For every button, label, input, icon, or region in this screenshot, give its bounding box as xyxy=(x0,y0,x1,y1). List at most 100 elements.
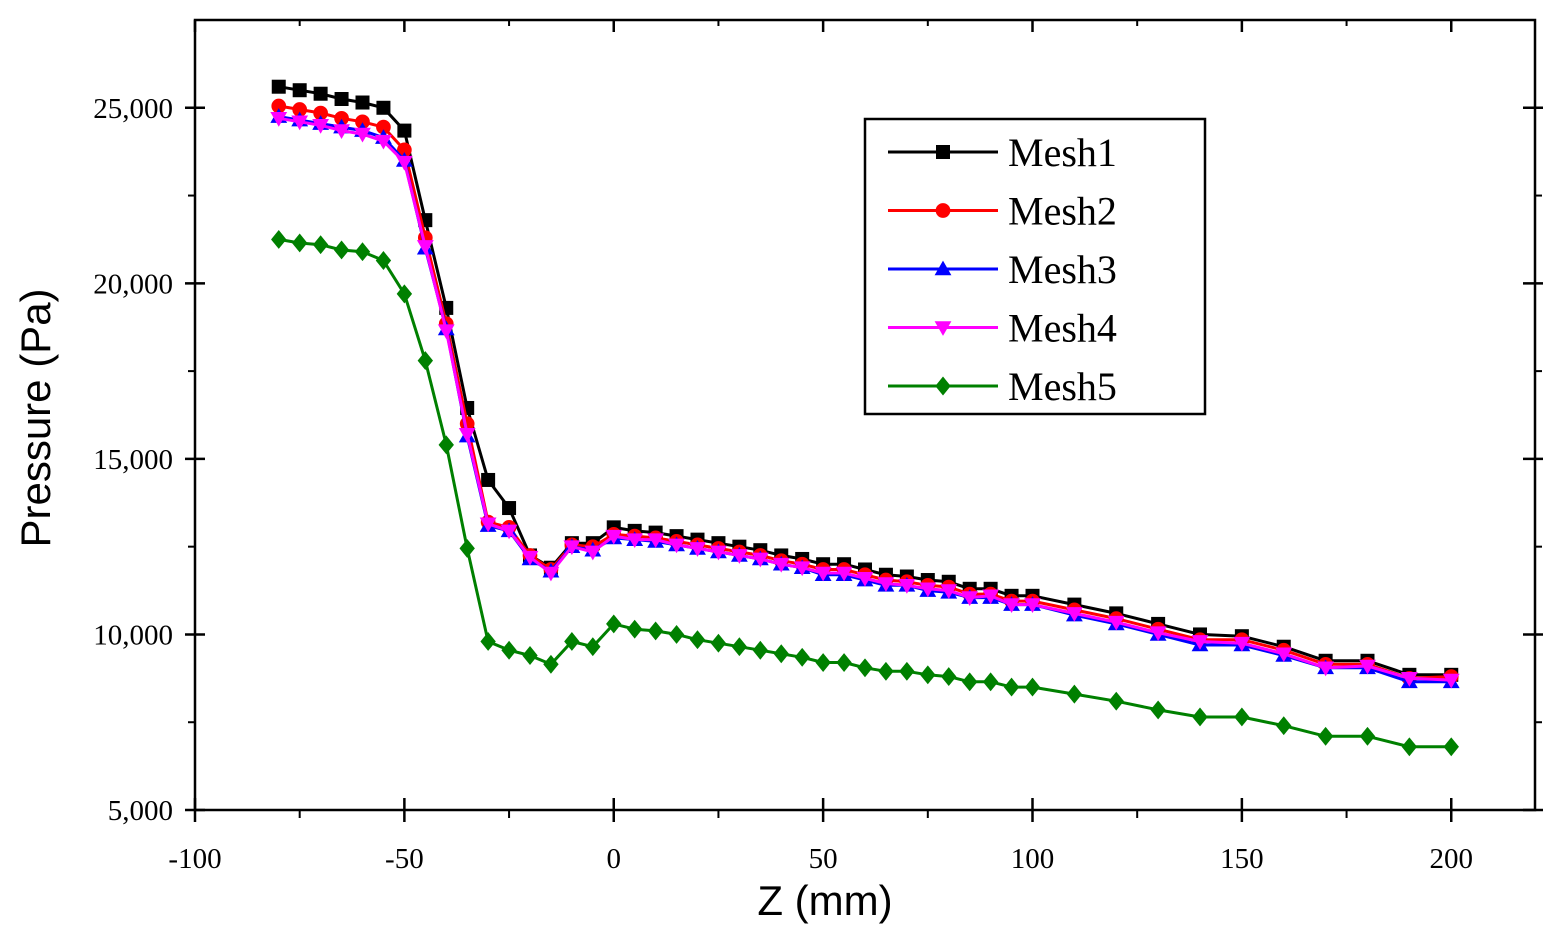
data-point-mesh5 xyxy=(794,647,810,667)
data-point-mesh4 xyxy=(521,550,539,566)
data-point-mesh5 xyxy=(836,653,852,672)
legend-label: Mesh5 xyxy=(1008,364,1117,409)
data-point-mesh1 xyxy=(397,123,412,138)
data-point-mesh4 xyxy=(1024,598,1041,613)
data-point-mesh4 xyxy=(395,155,413,171)
legend-marker xyxy=(935,376,951,396)
data-point-mesh5 xyxy=(710,633,727,653)
legend-marker xyxy=(935,203,951,218)
data-point-mesh5 xyxy=(773,644,789,664)
data-point-mesh4 xyxy=(375,134,392,150)
data-point-mesh5 xyxy=(1401,737,1418,757)
y-tick-label: 10,000 xyxy=(93,619,173,651)
legend-item-mesh1: Mesh1 xyxy=(888,130,1117,175)
x-tick-label: 100 xyxy=(1011,843,1055,875)
data-point-mesh4 xyxy=(1233,636,1251,652)
x-tick-label: 150 xyxy=(1220,843,1264,875)
data-point-mesh4 xyxy=(1400,672,1418,687)
series-mesh5 xyxy=(271,229,1459,757)
x-tick-label: 50 xyxy=(809,843,838,875)
data-point-mesh4 xyxy=(647,533,665,549)
data-point-mesh2 xyxy=(376,119,391,135)
data-point-mesh4 xyxy=(1275,647,1293,663)
data-point-mesh5 xyxy=(396,284,413,304)
ticks-layer: -100 -50 0 50 100 150 200 5,000 10,000 15,000 20,0… xyxy=(93,20,1543,875)
data-point-mesh4 xyxy=(416,240,434,255)
data-point-mesh5 xyxy=(271,229,287,249)
legend-label: Mesh2 xyxy=(1008,189,1117,234)
data-point-mesh5 xyxy=(689,630,706,650)
legend-label: Mesh3 xyxy=(1008,247,1117,292)
data-point-mesh4 xyxy=(458,428,476,443)
data-point-mesh5 xyxy=(606,614,622,634)
data-point-mesh1 xyxy=(292,83,307,98)
x-tick-label: -50 xyxy=(385,843,424,875)
data-point-mesh5 xyxy=(522,646,538,665)
data-point-mesh5 xyxy=(1192,707,1208,727)
y-tick-label: 25,000 xyxy=(93,93,173,125)
data-point-mesh5 xyxy=(1150,700,1166,720)
data-point-mesh5 xyxy=(668,624,685,644)
data-point-mesh5 xyxy=(878,661,894,681)
legend-label: Mesh1 xyxy=(1008,130,1117,175)
data-point-mesh2 xyxy=(355,114,370,130)
plot-frame xyxy=(193,18,1537,812)
data-point-mesh5 xyxy=(857,658,873,678)
data-point-mesh1 xyxy=(502,501,517,516)
data-point-mesh1 xyxy=(376,100,391,115)
data-point-mesh4 xyxy=(1442,673,1460,689)
data-point-mesh5 xyxy=(731,637,748,657)
data-point-mesh5 xyxy=(1066,684,1083,704)
data-point-mesh5 xyxy=(438,435,454,455)
x-tick-label: 0 xyxy=(607,843,622,875)
data-point-mesh5 xyxy=(920,665,936,685)
legend-item-mesh4: Mesh4 xyxy=(888,306,1117,351)
data-point-mesh4 xyxy=(584,545,602,561)
y-tick-label: 15,000 xyxy=(93,444,173,476)
x-tick-label: 200 xyxy=(1430,843,1474,875)
data-point-mesh4 xyxy=(500,524,518,540)
data-point-mesh4 xyxy=(270,112,288,127)
series-layer xyxy=(270,79,1460,757)
data-point-mesh4 xyxy=(710,545,727,561)
data-point-mesh4 xyxy=(961,591,979,606)
data-point-mesh4 xyxy=(940,584,958,599)
data-point-mesh5 xyxy=(752,640,769,660)
data-point-mesh4 xyxy=(982,589,1000,605)
series-mesh4 xyxy=(270,112,1460,689)
x-axis-title: Z (mm) xyxy=(757,877,892,924)
x-tick-label: -100 xyxy=(168,843,221,875)
data-point-mesh4 xyxy=(1065,607,1083,622)
data-point-mesh5 xyxy=(899,661,915,681)
data-point-mesh2 xyxy=(397,142,412,158)
data-point-mesh4 xyxy=(626,533,644,549)
data-point-mesh5 xyxy=(626,619,643,639)
data-point-mesh1 xyxy=(313,86,328,101)
data-point-mesh2 xyxy=(334,110,349,126)
data-point-mesh5 xyxy=(815,653,831,672)
y-tick-label: 20,000 xyxy=(93,268,173,300)
data-point-mesh4 xyxy=(835,566,853,582)
data-point-mesh5 xyxy=(417,351,434,371)
data-point-mesh5 xyxy=(501,640,517,660)
data-point-mesh4 xyxy=(479,517,497,533)
data-point-mesh4 xyxy=(689,542,706,557)
data-point-mesh4 xyxy=(1107,615,1125,631)
data-point-mesh1 xyxy=(334,92,349,106)
data-point-mesh5 xyxy=(647,621,664,641)
data-point-mesh4 xyxy=(856,571,874,587)
legend-item-mesh2: Mesh2 xyxy=(888,189,1117,234)
data-point-mesh5 xyxy=(1276,716,1292,736)
data-point-mesh5 xyxy=(312,235,329,255)
data-point-mesh4 xyxy=(793,561,811,577)
legend-marker xyxy=(934,321,952,336)
data-point-mesh4 xyxy=(1191,635,1209,650)
data-point-mesh4 xyxy=(919,582,937,598)
data-point-mesh5 xyxy=(1359,726,1376,746)
data-point-mesh4 xyxy=(730,549,748,564)
data-point-mesh5 xyxy=(459,538,475,558)
data-point-mesh4 xyxy=(751,552,769,568)
data-point-mesh5 xyxy=(333,240,350,260)
legend-marker xyxy=(934,260,952,276)
